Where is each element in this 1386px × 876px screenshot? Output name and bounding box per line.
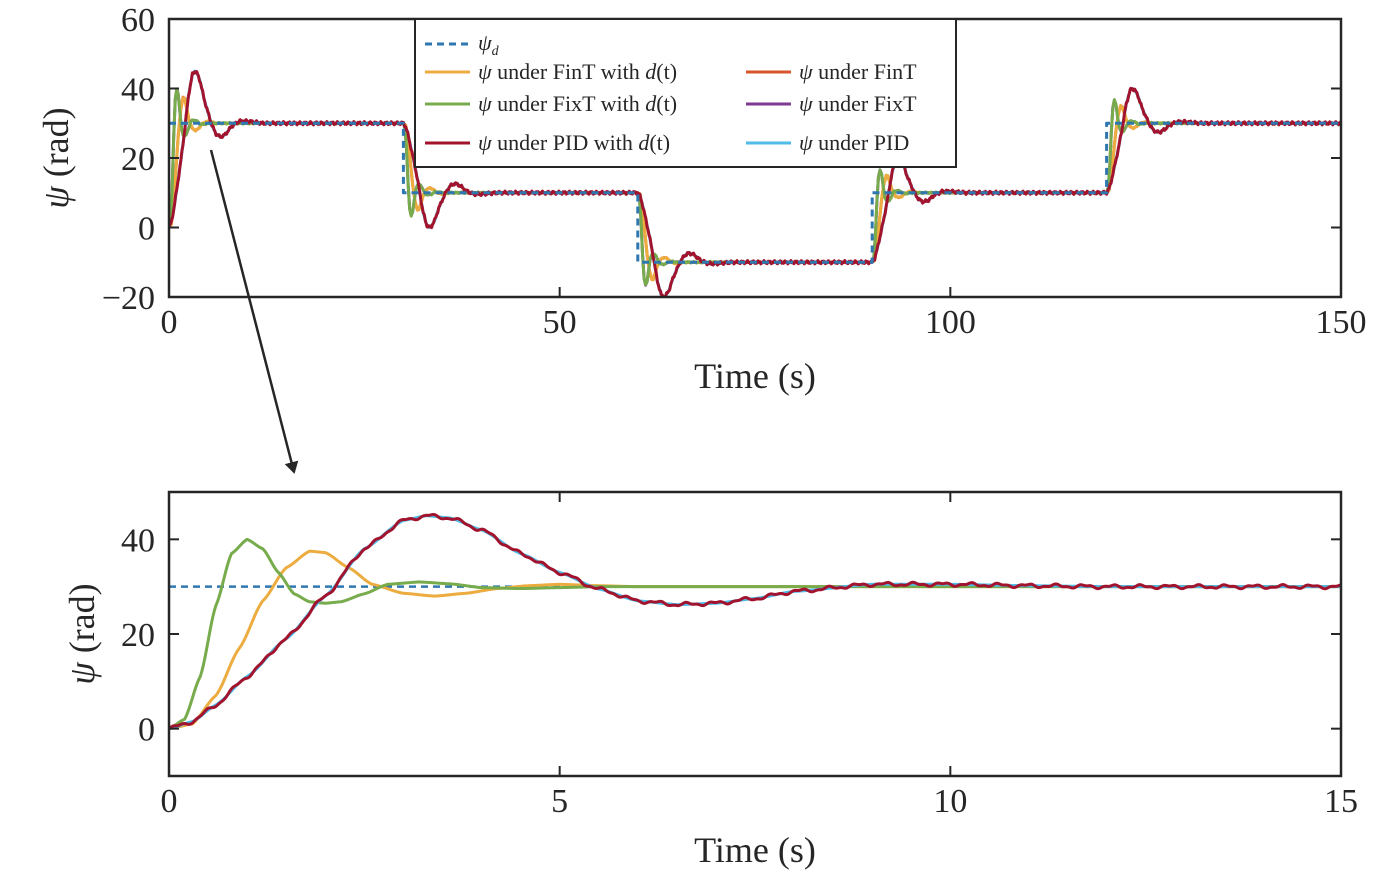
bottom-plot-area xyxy=(169,512,1341,731)
legend-label-fixt: ψ under FixT xyxy=(799,91,917,116)
bottom-x-tick-label: 5 xyxy=(551,783,568,820)
legend-label-ref: ψd xyxy=(478,30,500,59)
bottom-x-tick-label: 10 xyxy=(933,783,967,820)
legend-label-fint-d: ψ under FinT with d(t) xyxy=(478,59,677,84)
legend-label-pid-d: ψ under PID with d(t) xyxy=(478,130,670,155)
top-y-tick-label: −20 xyxy=(102,280,155,317)
bottom-panel: 0 5 10 15 0 20 40 Time (s) ψ (rad) xyxy=(62,490,1358,870)
bottom-axes-box xyxy=(167,490,1343,778)
legend: ψd ψ under FinT with d(t) ψ under FinT ψ… xyxy=(414,18,957,168)
top-y-tick-label: 40 xyxy=(121,72,155,109)
legend-label-fixt-d: ψ under FixT with d(t) xyxy=(478,91,677,116)
top-x-tick-label: 0 xyxy=(161,304,178,341)
bottom-series-psi-under-pid xyxy=(169,514,1341,731)
top-plot-area xyxy=(169,69,1341,297)
top-y-tick-label: 0 xyxy=(138,211,155,248)
bottom-y-tick-label: 20 xyxy=(121,617,155,654)
top-series-reference xyxy=(169,121,1341,264)
zoom-arrow xyxy=(209,149,299,474)
top-x-tick-label: 100 xyxy=(925,304,976,341)
top-y-tick-label: 60 xyxy=(121,2,155,39)
bottom-series-psi-under-fixt-with-d-t xyxy=(169,537,1341,731)
top-y-axis-label: ψ (rad) xyxy=(36,107,76,208)
legend-label-pid: ψ under PID xyxy=(799,130,909,155)
top-x-axis-label: Time (s) xyxy=(694,356,816,396)
bottom-series-psi-under-pid-with-d-t xyxy=(169,512,1341,730)
bottom-series-psi-under-fint-with-d-t xyxy=(169,549,1341,731)
bottom-x-tick-label: 0 xyxy=(161,783,178,820)
bottom-x-tick-label: 15 xyxy=(1324,783,1358,820)
bottom-y-axis-label: ψ (rad) xyxy=(62,583,102,684)
bottom-y-tick-label: 40 xyxy=(121,522,155,559)
top-x-tick-label: 50 xyxy=(543,304,577,341)
top-y-tick-label: 20 xyxy=(121,141,155,178)
legend-box xyxy=(414,18,957,168)
top-x-tick-label: 150 xyxy=(1316,304,1367,341)
bottom-x-axis-label: Time (s) xyxy=(694,830,816,870)
legend-label-fint: ψ under FinT xyxy=(799,59,917,84)
bottom-y-tick-label: 0 xyxy=(138,712,155,749)
